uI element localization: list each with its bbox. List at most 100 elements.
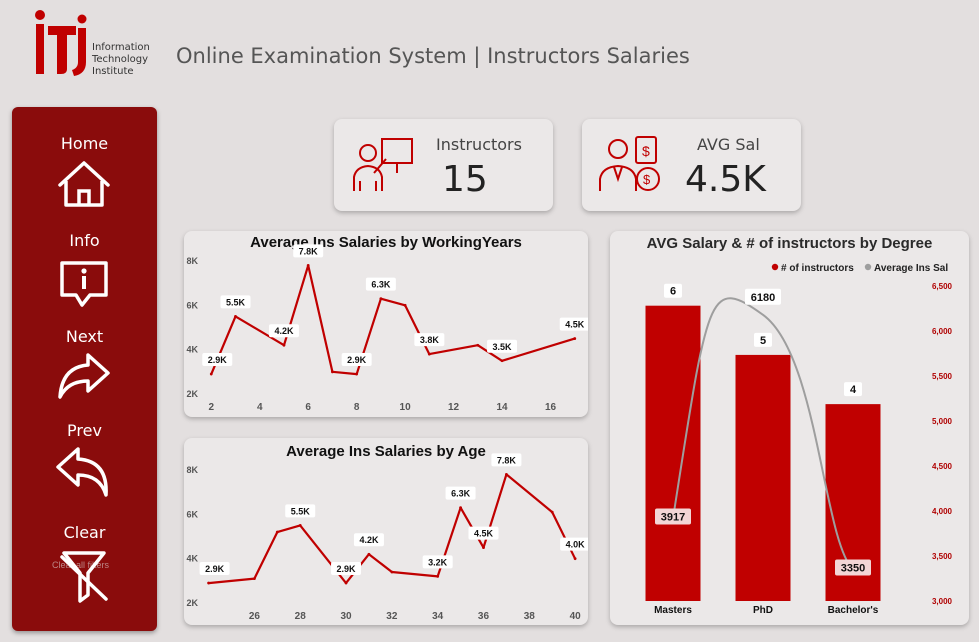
chart-salary-by-age: Average Ins Salaries by Age 2K 4K 6K 8K 26 28… xyxy=(184,438,588,625)
clear-filter-icon xyxy=(60,551,108,603)
data-label-bg xyxy=(365,277,396,291)
line-label-bg xyxy=(835,559,871,576)
x-tick-label: 16 xyxy=(545,402,557,413)
x-tick-label: 28 xyxy=(295,611,307,622)
sidebar-item-label: Clear xyxy=(63,523,106,542)
data-label-bg xyxy=(559,317,588,331)
sidebar-item-label: Prev xyxy=(67,421,102,440)
data-point xyxy=(298,524,302,527)
data-point xyxy=(379,297,383,301)
data-label: 2.9K xyxy=(205,564,225,574)
data-label: 4.2K xyxy=(274,326,294,336)
line-label: 6180 xyxy=(751,292,775,304)
series-line xyxy=(208,473,577,585)
y-tick-label: 6K xyxy=(186,300,198,310)
data-label-bg xyxy=(422,555,453,569)
x-tick-label: 34 xyxy=(432,611,444,622)
line-chart-svg: 2K 4K 6K 8K 2 4 6 8 10 12 14 16 2.9K 5.5K 4.2K 7.8K 2.9K… xyxy=(186,244,588,413)
x-tick-label: PhD xyxy=(753,605,773,616)
y-tick-label: 2K xyxy=(186,389,198,399)
data-point xyxy=(331,370,334,374)
data-point xyxy=(253,577,256,581)
data-point xyxy=(207,581,210,585)
logo-text: Information Technology Institute xyxy=(92,42,150,77)
data-label: 4.5K xyxy=(474,529,494,539)
y2-tick-label: 5,500 xyxy=(932,372,953,381)
salary-person-icon: $ $ xyxy=(599,136,660,191)
data-point xyxy=(573,557,577,561)
data-label: 5.5K xyxy=(226,297,246,307)
line-chart-svg: 2K 4K 6K 8K 26 28 30 32 34 36 38 40 2.9K 5.5K 2.9K 4.2K… xyxy=(186,453,588,622)
data-point xyxy=(306,264,310,267)
x-tick-label: 10 xyxy=(400,402,412,413)
data-point xyxy=(367,552,371,556)
data-label-bg xyxy=(468,526,499,540)
data-label-bg xyxy=(491,453,522,467)
data-label: 6.3K xyxy=(371,280,391,290)
data-point xyxy=(459,506,462,510)
iti-logo-mark xyxy=(35,10,87,76)
x-tick-label: 6 xyxy=(305,402,311,413)
instructor-presentation-icon xyxy=(353,138,413,191)
arrow-forward-icon xyxy=(58,353,110,399)
bar-label: 5 xyxy=(760,335,766,347)
chart-salary-by-degree: AVG Salary & # of instructors by Degree … xyxy=(610,231,969,625)
x-tick-label: 12 xyxy=(448,402,460,413)
bar-label-bg xyxy=(754,332,772,347)
x-tick-label: 26 xyxy=(249,611,261,622)
x-tick-label: 4 xyxy=(257,402,263,413)
data-label: 4.2K xyxy=(359,535,379,545)
y2-tick-label: 5,000 xyxy=(932,417,953,426)
data-label: 6.3K xyxy=(451,489,471,499)
data-label: 3.8K xyxy=(420,335,440,345)
data-label-bg xyxy=(293,244,324,258)
series-line xyxy=(672,297,854,571)
arrow-back-icon xyxy=(56,447,108,497)
data-label: 3.2K xyxy=(428,557,448,567)
bar xyxy=(645,305,701,601)
x-tick-label: 40 xyxy=(570,611,582,622)
data-label: 3.5K xyxy=(493,342,513,352)
y2-tick-label: 4,000 xyxy=(932,507,953,516)
data-point xyxy=(573,337,577,340)
data-label-bg xyxy=(341,353,372,367)
page-title: Online Examination System | Instructors … xyxy=(176,44,690,68)
line-label: 3917 xyxy=(661,511,685,523)
data-point xyxy=(275,530,279,534)
info-chat-icon xyxy=(60,261,108,307)
data-point xyxy=(390,570,394,574)
y-tick-label: 2K xyxy=(186,598,198,608)
kpi-label: AVG Sal xyxy=(697,135,760,154)
data-point xyxy=(209,372,213,376)
legend-marker xyxy=(864,263,872,271)
bar-label-bg xyxy=(844,382,862,397)
sidebar-nav: Home Info Next Prev Clear Clear all filt… xyxy=(12,107,157,631)
bar-label: 4 xyxy=(850,384,857,396)
data-label-bg xyxy=(353,533,384,547)
kpi-value: 15 xyxy=(442,159,488,200)
line-label-bg xyxy=(745,288,781,305)
data-point xyxy=(505,473,508,476)
x-tick-label: Bachelor's xyxy=(828,605,879,616)
data-label-bg xyxy=(331,562,362,576)
kpi-card-instructors: Instructors 15 xyxy=(334,119,553,211)
data-point xyxy=(355,372,359,376)
data-point xyxy=(500,359,504,363)
combo-chart-svg: # of instructors Average Ins Sal 3,000 3,50… xyxy=(645,263,953,616)
data-point xyxy=(234,315,237,318)
data-label-bg xyxy=(268,324,299,338)
y-tick-label: 6K xyxy=(186,509,198,519)
y2-tick-label: 3,000 xyxy=(932,597,953,606)
legend-label: Average Ins Sal xyxy=(874,263,948,274)
data-point xyxy=(436,575,440,578)
data-point xyxy=(427,352,431,356)
y2-tick-label: 6,000 xyxy=(932,327,953,336)
data-label-bg xyxy=(445,486,476,500)
sidebar-item-label: Home xyxy=(60,134,109,153)
data-label: 2.9K xyxy=(208,355,228,365)
x-tick-label: 8 xyxy=(354,402,360,413)
data-label-bg xyxy=(285,504,316,518)
data-label: 4.5K xyxy=(565,320,585,330)
x-tick-label: 32 xyxy=(386,611,398,622)
chart-title: Average Ins Salaries by Age xyxy=(286,443,486,460)
